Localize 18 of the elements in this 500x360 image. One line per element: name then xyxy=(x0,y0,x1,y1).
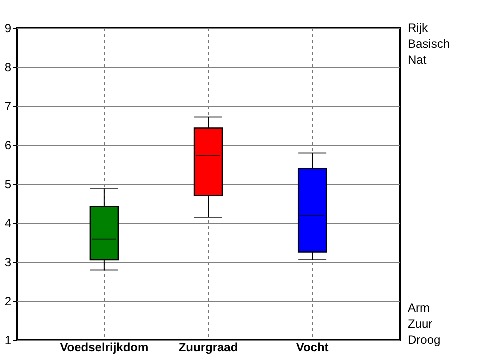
y-tick-label: 5 xyxy=(4,178,12,192)
x-tick-label: Zuurgraad xyxy=(178,340,238,354)
y-tick-label: 3 xyxy=(4,256,12,270)
x-tick-label: Vocht xyxy=(296,340,329,354)
y-tick-label: 2 xyxy=(4,294,12,308)
y-tick-label: 9 xyxy=(4,22,12,36)
y-tick-label: 6 xyxy=(4,138,12,152)
x-tick-label: Voedselrijkdom xyxy=(60,340,149,354)
text: Droog xyxy=(408,333,441,347)
text: Zuur xyxy=(408,317,433,331)
y-tick-label: 4 xyxy=(4,216,12,230)
text: Basisch xyxy=(408,37,450,51)
text: Rijk xyxy=(408,21,429,35)
y-tick-label: 7 xyxy=(4,100,12,114)
text: Nat xyxy=(408,53,428,67)
y-tick-label: 8 xyxy=(4,60,12,74)
text: Arm xyxy=(408,301,430,315)
y-tick-label: 1 xyxy=(4,334,12,348)
